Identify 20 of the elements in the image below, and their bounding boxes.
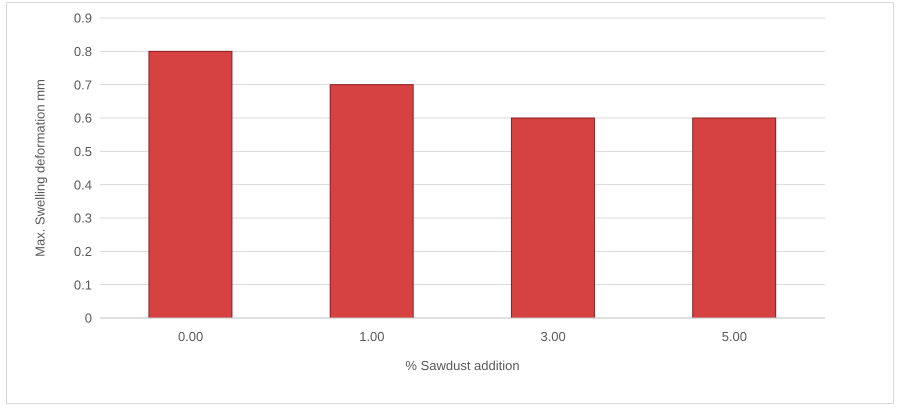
y-tick-label: 0.7 <box>74 77 92 92</box>
x-tick-label: 1.00 <box>359 329 385 344</box>
y-tick-label: 0 <box>84 310 92 326</box>
x-axis-title: % Sawdust addition <box>405 358 520 373</box>
y-tick-label: 0.4 <box>74 177 92 192</box>
y-axis-title: Max. Swelling deformation mm <box>32 79 48 257</box>
x-tick-label: 3.00 <box>540 329 566 344</box>
x-tick-label: 5.00 <box>722 329 748 344</box>
y-tick-label: 0.6 <box>74 110 92 126</box>
x-tick-label: 0.00 <box>178 329 204 344</box>
y-tick-label: 0.2 <box>74 244 92 259</box>
y-tick-label: 0.5 <box>74 144 92 159</box>
y-tick-label: 0.3 <box>74 210 92 226</box>
y-tick-label: 0.8 <box>74 44 92 59</box>
y-tick-label: 0.9 <box>74 10 92 26</box>
bar <box>510 118 595 318</box>
y-tick-label: 0.1 <box>74 277 92 292</box>
bar <box>148 50 232 318</box>
bar <box>692 118 776 318</box>
bar <box>330 84 414 318</box>
